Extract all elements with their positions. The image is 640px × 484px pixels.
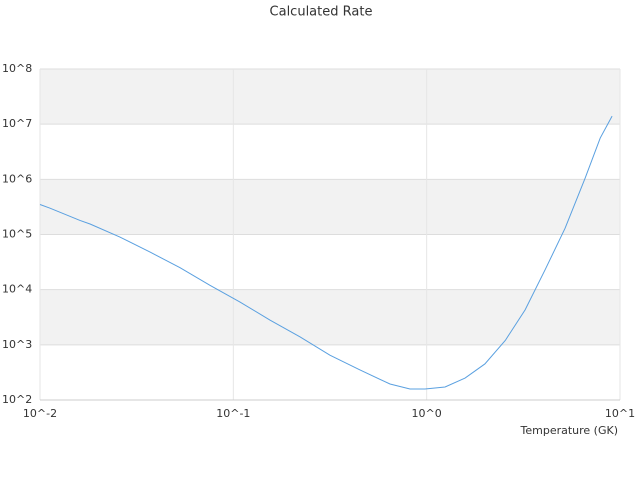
- x-tick-label: 10^-2: [23, 407, 57, 420]
- y-tick-label: 10^3: [2, 338, 32, 351]
- y-tick-label: 10^4: [2, 283, 32, 296]
- y-tick-label: 10^8: [2, 62, 32, 75]
- y-tick-label: 10^6: [2, 172, 32, 185]
- x-axis-label: Temperature (GK): [520, 424, 619, 437]
- x-tick-label: 10^-1: [216, 407, 250, 420]
- x-tick-label: 10^1: [605, 407, 635, 420]
- data-line: [39, 115, 613, 390]
- grid-band: [40, 179, 620, 235]
- grid-band: [40, 289, 620, 345]
- grid-band: [40, 69, 620, 125]
- y-tick-label: 10^7: [2, 117, 32, 130]
- x-tick-label: 10^0: [412, 407, 442, 420]
- y-tick-label: 10^5: [2, 228, 32, 241]
- y-tick-label: 10^2: [2, 393, 32, 406]
- chart-title: Calculated Rate: [270, 5, 373, 20]
